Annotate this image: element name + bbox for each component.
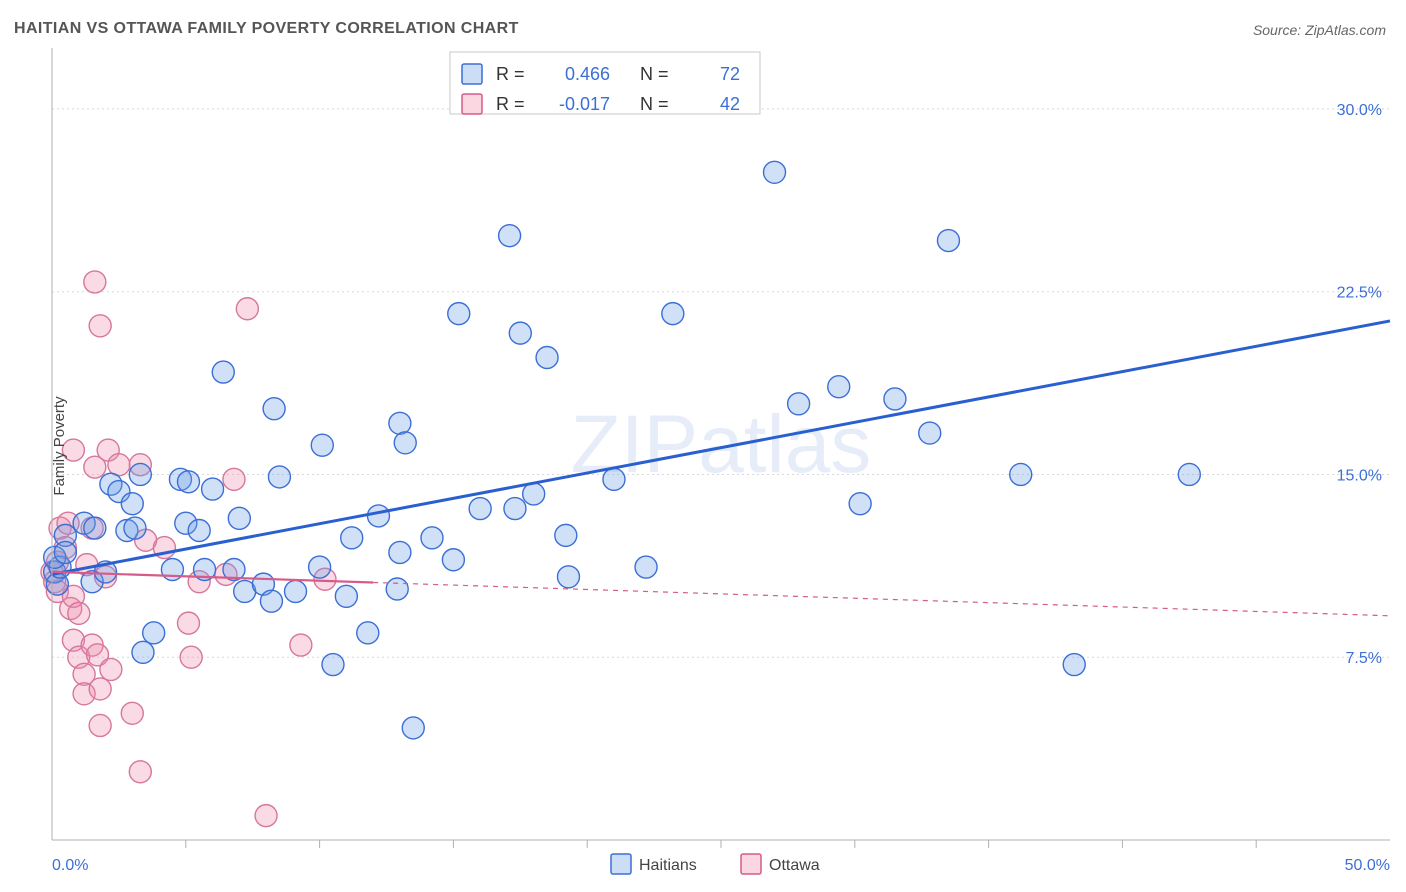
data-point <box>389 412 411 434</box>
x-max-label: 50.0% <box>1345 857 1390 874</box>
data-point <box>499 225 521 247</box>
data-point <box>386 578 408 600</box>
data-point <box>268 466 290 488</box>
data-point <box>884 388 906 410</box>
data-point <box>555 524 577 546</box>
data-point <box>448 303 470 325</box>
data-point <box>121 702 143 724</box>
data-point <box>236 298 258 320</box>
legend-r-label: R = <box>496 64 525 84</box>
data-point <box>177 612 199 634</box>
data-point <box>788 393 810 415</box>
legend-r-label: R = <box>496 94 525 114</box>
legend-series-label: Ottawa <box>769 857 820 874</box>
data-point <box>523 483 545 505</box>
legend-swatch <box>741 854 761 874</box>
data-point <box>536 346 558 368</box>
data-point <box>1178 463 1200 485</box>
legend-n-value: 72 <box>720 64 740 84</box>
data-point <box>177 471 199 493</box>
data-point <box>367 505 389 527</box>
data-point <box>228 507 250 529</box>
trend-line <box>52 321 1390 574</box>
trend-line-extrapolated <box>373 582 1390 615</box>
data-point <box>764 161 786 183</box>
data-point <box>124 517 146 539</box>
data-point <box>849 493 871 515</box>
data-point <box>132 641 154 663</box>
data-point <box>357 622 379 644</box>
legend-swatch <box>462 94 482 114</box>
data-point <box>143 622 165 644</box>
data-point <box>635 556 657 578</box>
chart-title: HAITIAN VS OTTAWA FAMILY POVERTY CORRELA… <box>14 20 519 38</box>
data-point <box>129 463 151 485</box>
y-tick-label: 22.5% <box>1337 285 1382 302</box>
legend-series-label: Haitians <box>639 857 697 874</box>
data-point <box>1063 654 1085 676</box>
data-point <box>509 322 531 344</box>
data-point <box>260 590 282 612</box>
data-point <box>290 634 312 656</box>
data-point <box>202 478 224 500</box>
data-point <box>89 714 111 736</box>
y-axis-label: Family Poverty <box>51 396 68 495</box>
data-point <box>442 549 464 571</box>
x-min-label: 0.0% <box>52 857 88 874</box>
data-point <box>285 580 307 602</box>
data-point <box>402 717 424 739</box>
data-point <box>108 454 130 476</box>
data-point <box>68 602 90 624</box>
data-point <box>389 541 411 563</box>
data-point <box>469 498 491 520</box>
source-label: Source: ZipAtlas.com <box>1253 22 1386 38</box>
chart-container: HAITIAN VS OTTAWA FAMILY POVERTY CORRELA… <box>0 0 1406 892</box>
data-point <box>180 646 202 668</box>
data-point <box>121 493 143 515</box>
legend-n-label: N = <box>640 94 669 114</box>
data-point <box>84 271 106 293</box>
legend-r-value: 0.466 <box>565 64 610 84</box>
data-point <box>188 520 210 542</box>
data-point <box>919 422 941 444</box>
data-point <box>54 541 76 563</box>
data-point <box>129 761 151 783</box>
legend-swatch <box>462 64 482 84</box>
scatter-chart: 7.5%15.0%22.5%30.0%ZIPatlas0.0%50.0%R =0… <box>0 0 1406 892</box>
data-point <box>1010 463 1032 485</box>
data-point <box>309 556 331 578</box>
data-point <box>100 658 122 680</box>
data-point <box>557 566 579 588</box>
data-point <box>212 361 234 383</box>
data-point <box>828 376 850 398</box>
data-point <box>322 654 344 676</box>
legend-r-value: -0.017 <box>559 94 610 114</box>
legend-n-value: 42 <box>720 94 740 114</box>
legend-n-label: N = <box>640 64 669 84</box>
data-point <box>89 678 111 700</box>
data-point <box>603 468 625 490</box>
data-point <box>311 434 333 456</box>
data-point <box>84 517 106 539</box>
y-tick-label: 15.0% <box>1337 467 1382 484</box>
data-point <box>223 468 245 490</box>
data-point <box>662 303 684 325</box>
data-point <box>255 805 277 827</box>
legend-swatch <box>611 854 631 874</box>
data-point <box>394 432 416 454</box>
y-tick-label: 30.0% <box>1337 102 1382 119</box>
data-point <box>341 527 363 549</box>
data-point <box>937 230 959 252</box>
y-tick-label: 7.5% <box>1346 650 1382 667</box>
data-point <box>421 527 443 549</box>
data-point <box>263 398 285 420</box>
data-point <box>335 585 357 607</box>
data-point <box>504 498 526 520</box>
data-point <box>89 315 111 337</box>
